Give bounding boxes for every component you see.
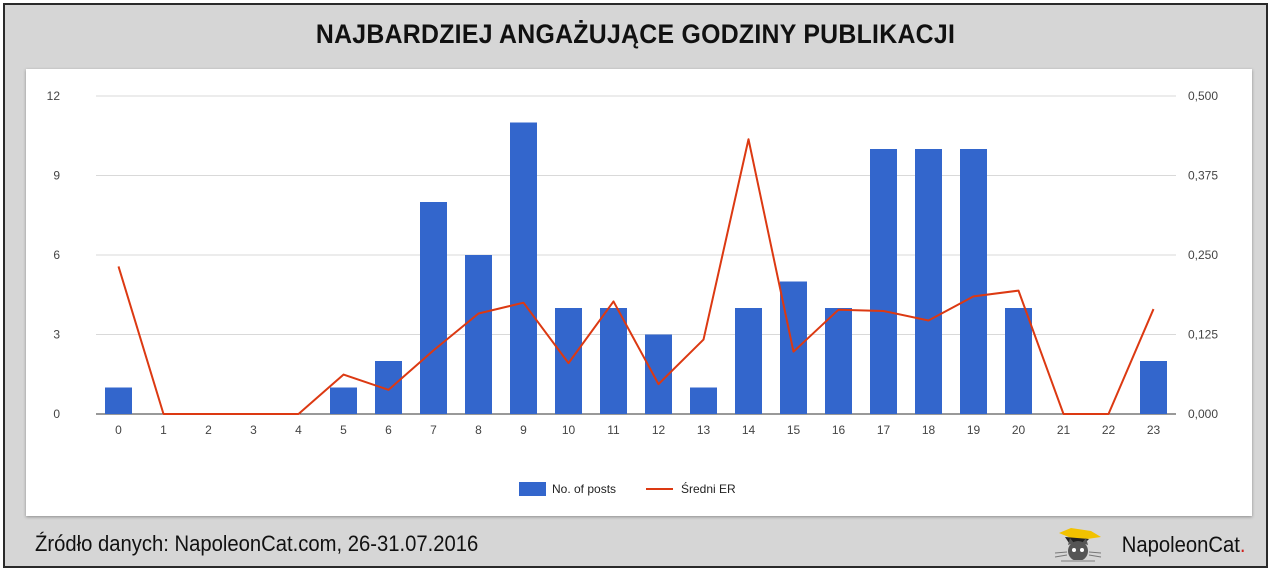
x-tick-label: 10 xyxy=(562,423,576,437)
y-left-tick-label: 9 xyxy=(53,169,60,183)
bar xyxy=(105,387,132,414)
bar xyxy=(960,149,987,414)
bar xyxy=(510,122,537,414)
legend: No. of posts Średni ER xyxy=(519,481,736,496)
y-axis-left: 0 3 6 9 12 xyxy=(47,89,61,421)
x-tick-label: 6 xyxy=(385,423,392,437)
bar xyxy=(870,149,897,414)
y-right-tick-label: 0,500 xyxy=(1188,89,1218,103)
x-tick-label: 17 xyxy=(877,423,891,437)
brand-logo: NapoleonCat. xyxy=(1051,525,1246,565)
y-left-tick-label: 0 xyxy=(53,407,60,421)
x-tick-label: 23 xyxy=(1147,423,1161,437)
x-tick-label: 11 xyxy=(607,423,620,437)
y-right-tick-label: 0,250 xyxy=(1188,248,1218,262)
x-tick-label: 5 xyxy=(340,423,347,437)
y-right-tick-label: 0,000 xyxy=(1188,407,1218,421)
x-tick-label: 18 xyxy=(922,423,936,437)
data-source-label: Źródło danych: NapoleonCat.com, 26-31.07… xyxy=(35,531,479,556)
y-axis-right: 0,000 0,125 0,250 0,375 0,500 xyxy=(1188,89,1218,421)
bar xyxy=(555,308,582,414)
bar xyxy=(825,308,852,414)
bar xyxy=(735,308,762,414)
cat-logo-icon xyxy=(1055,528,1102,562)
x-tick-label: 3 xyxy=(250,423,257,437)
x-axis: 0 1 2 3 4 5 6 7 8 9 10 11 12 13 14 15 16 17 18 19 20 21 22 23 xyxy=(115,423,1160,437)
chart-title: NAJBARDZIEJ ANGAŻUJĄCE GODZINY PUBLIKACJ… xyxy=(315,19,956,49)
x-tick-label: 8 xyxy=(475,423,482,437)
x-tick-label: 20 xyxy=(1012,423,1026,437)
y-left-tick-label: 3 xyxy=(53,328,60,342)
bar xyxy=(1140,361,1167,414)
line-series xyxy=(117,138,1155,415)
y-right-tick-label: 0,375 xyxy=(1188,169,1218,183)
chart-frame: NAJBARDZIEJ ANGAŻUJĄCE GODZINY PUBLIKACJ… xyxy=(3,3,1268,568)
x-tick-label: 13 xyxy=(697,423,711,437)
y-right-tick-label: 0,125 xyxy=(1188,328,1218,342)
x-tick-label: 15 xyxy=(787,423,801,437)
bar xyxy=(915,149,942,414)
x-tick-label: 2 xyxy=(205,423,212,437)
x-tick-label: 22 xyxy=(1102,423,1116,437)
x-tick-label: 1 xyxy=(160,423,167,437)
x-tick-label: 12 xyxy=(652,423,666,437)
x-tick-label: 21 xyxy=(1057,423,1071,437)
bar xyxy=(1005,308,1032,414)
bar-series xyxy=(105,122,1167,414)
gridlines xyxy=(96,95,1176,415)
bar xyxy=(330,387,357,414)
brand-name: NapoleonCat xyxy=(1122,532,1241,557)
x-tick-label: 14 xyxy=(742,423,756,437)
y-left-tick-label: 6 xyxy=(53,248,60,262)
bar xyxy=(600,308,627,414)
bar xyxy=(420,202,447,414)
x-tick-label: 9 xyxy=(520,423,527,437)
brand-dot: . xyxy=(1240,532,1246,557)
er-line xyxy=(117,138,1155,415)
x-tick-label: 7 xyxy=(430,423,437,437)
x-tick-label: 16 xyxy=(832,423,846,437)
x-tick-label: 4 xyxy=(295,423,302,437)
legend-label-er: Średni ER xyxy=(681,481,736,496)
legend-swatch-posts xyxy=(519,482,546,496)
bar xyxy=(690,387,717,414)
legend-label-posts: No. of posts xyxy=(552,482,616,496)
x-tick-label: 0 xyxy=(115,423,122,437)
x-tick-label: 19 xyxy=(967,423,981,437)
bar xyxy=(465,255,492,414)
y-left-tick-label: 12 xyxy=(47,89,61,103)
